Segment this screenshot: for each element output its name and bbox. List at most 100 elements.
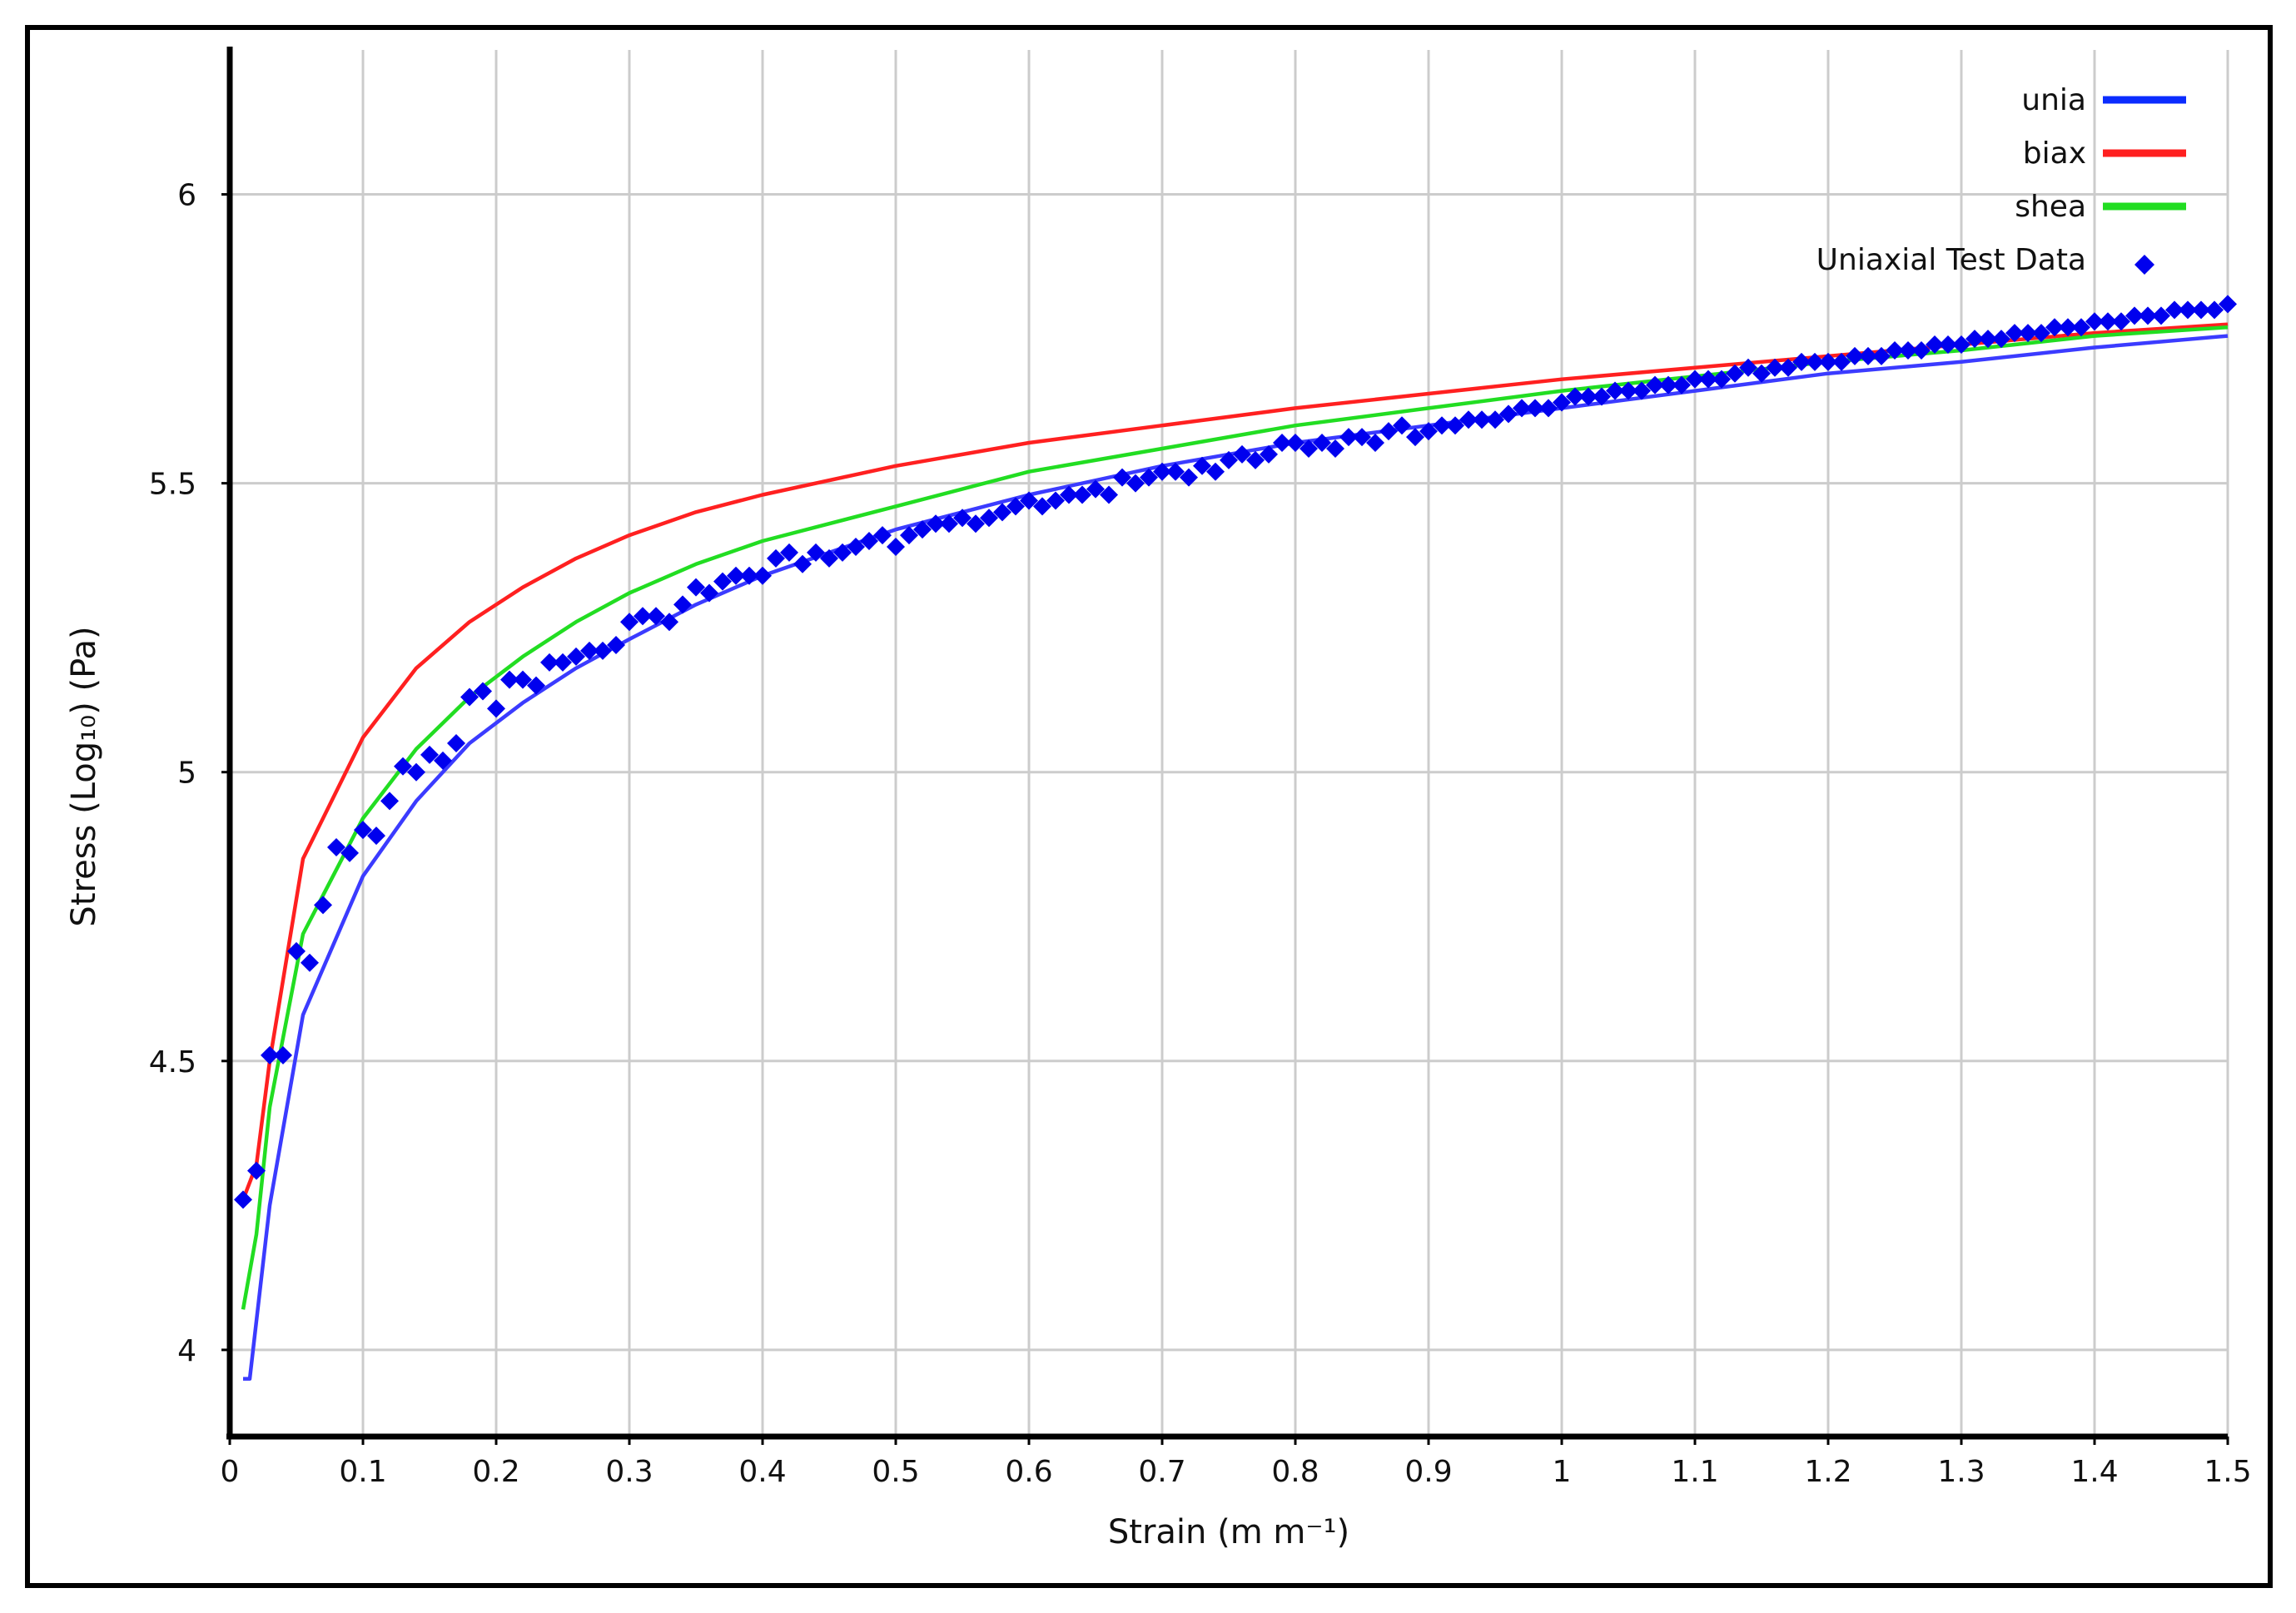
data-point [1699, 370, 1717, 389]
y-tick-label: 5 [177, 757, 196, 791]
x-tick-label: 1.1 [1671, 1455, 1718, 1489]
data-point [1832, 352, 1851, 371]
data-point [660, 613, 678, 632]
data-point [234, 1190, 252, 1209]
data-point [2219, 295, 2237, 314]
data-point [1353, 428, 1371, 447]
data-point [1046, 491, 1065, 510]
data-point [2059, 318, 2077, 337]
x-tick-label: 0.7 [1138, 1455, 1185, 1489]
data-point [1433, 416, 1451, 435]
y-tick-label: 5.5 [149, 468, 196, 502]
data-point [767, 548, 785, 568]
grid [228, 50, 2229, 1437]
data-point [1006, 497, 1025, 516]
data-point [1113, 468, 1131, 487]
data-point [247, 1161, 266, 1180]
data-point [2139, 306, 2157, 325]
series-points-uniaxial-test-data [234, 295, 2237, 1209]
data-point [2152, 306, 2170, 325]
data-point [1379, 422, 1398, 441]
data-point [1326, 439, 1344, 458]
x-tick-labels: 0 0.1 0.2 0.3 0.4 0.5 0.6 0.7 0.8 0.9 1 1.1 1.2 1.3 1.… [221, 1455, 2252, 1489]
data-point [1846, 346, 1864, 365]
data-point [1619, 381, 1638, 400]
x-tick-label: 1.5 [2204, 1455, 2251, 1489]
data-point [913, 520, 932, 539]
data-point [1486, 410, 1504, 429]
data-point [1526, 399, 1544, 418]
data-point [820, 548, 838, 568]
data-point [900, 526, 918, 545]
data-point [1459, 410, 1478, 429]
data-point [1712, 370, 1731, 389]
data-point [1633, 381, 1651, 400]
data-point [1313, 434, 1331, 453]
data-point [1593, 387, 1611, 406]
data-point [2019, 324, 2037, 343]
data-point [447, 734, 465, 752]
data-point [967, 514, 985, 534]
data-point [620, 613, 639, 632]
x-axis-title: Strain (m m⁻¹) [1108, 1513, 1349, 1551]
data-point [2165, 300, 2184, 320]
x-tick-label: 0.4 [738, 1455, 786, 1489]
data-point [1952, 335, 1970, 355]
data-point [500, 670, 519, 689]
data-point [301, 953, 319, 972]
y-tick-label: 4.5 [149, 1045, 196, 1079]
data-point [713, 572, 732, 591]
data-point [1339, 428, 1358, 447]
data-point [2005, 324, 2024, 343]
data-point [673, 595, 692, 614]
data-point [527, 676, 545, 695]
data-point [2072, 318, 2090, 337]
y-tick-label: 6 [177, 179, 196, 213]
data-point [1246, 450, 1265, 469]
data-point [1819, 352, 1837, 371]
x-tick-label: 0.6 [1005, 1455, 1052, 1489]
data-point [1473, 410, 1491, 429]
data-point [1566, 387, 1584, 406]
data-point [1979, 330, 1997, 349]
data-point [1086, 479, 1105, 499]
data-point [1579, 387, 1598, 406]
data-point [514, 670, 532, 689]
data-point [1419, 422, 1438, 441]
data-point [1606, 381, 1624, 400]
data-point [1180, 468, 1198, 487]
data-point [980, 509, 998, 528]
data-point [1166, 462, 1185, 481]
x-tick-label: 0.8 [1271, 1455, 1319, 1489]
data-point [860, 532, 878, 551]
data-point [687, 578, 705, 597]
data-point [1446, 416, 1464, 435]
x-tick-label: 1.4 [2070, 1455, 2118, 1489]
data-point [1206, 462, 1225, 481]
data-point [833, 543, 852, 562]
x-tick-label: 0.5 [872, 1455, 919, 1489]
y-tick-label: 4 [177, 1334, 196, 1368]
data-point [2085, 312, 2104, 331]
data-point [314, 896, 332, 915]
data-point [407, 762, 425, 782]
legend-label-biax: biax [2023, 136, 2086, 171]
data-point [1193, 456, 1211, 475]
data-point [1273, 434, 1291, 453]
data-point [540, 653, 559, 672]
data-point [1220, 450, 1238, 469]
x-tick-label: 0.9 [1404, 1455, 1452, 1489]
data-point [594, 641, 612, 660]
data-point [2125, 306, 2144, 325]
data-point [2045, 318, 2064, 337]
data-point [1406, 428, 1424, 447]
x-tick-label: 0.3 [605, 1455, 653, 1489]
data-point [753, 566, 772, 585]
data-point [2179, 300, 2197, 320]
x-tick-label: 0.1 [339, 1455, 386, 1489]
data-point [1393, 416, 1411, 435]
data-point [554, 653, 572, 672]
data-point [1033, 497, 1051, 516]
data-point [740, 566, 758, 585]
data-point [1499, 404, 1518, 424]
